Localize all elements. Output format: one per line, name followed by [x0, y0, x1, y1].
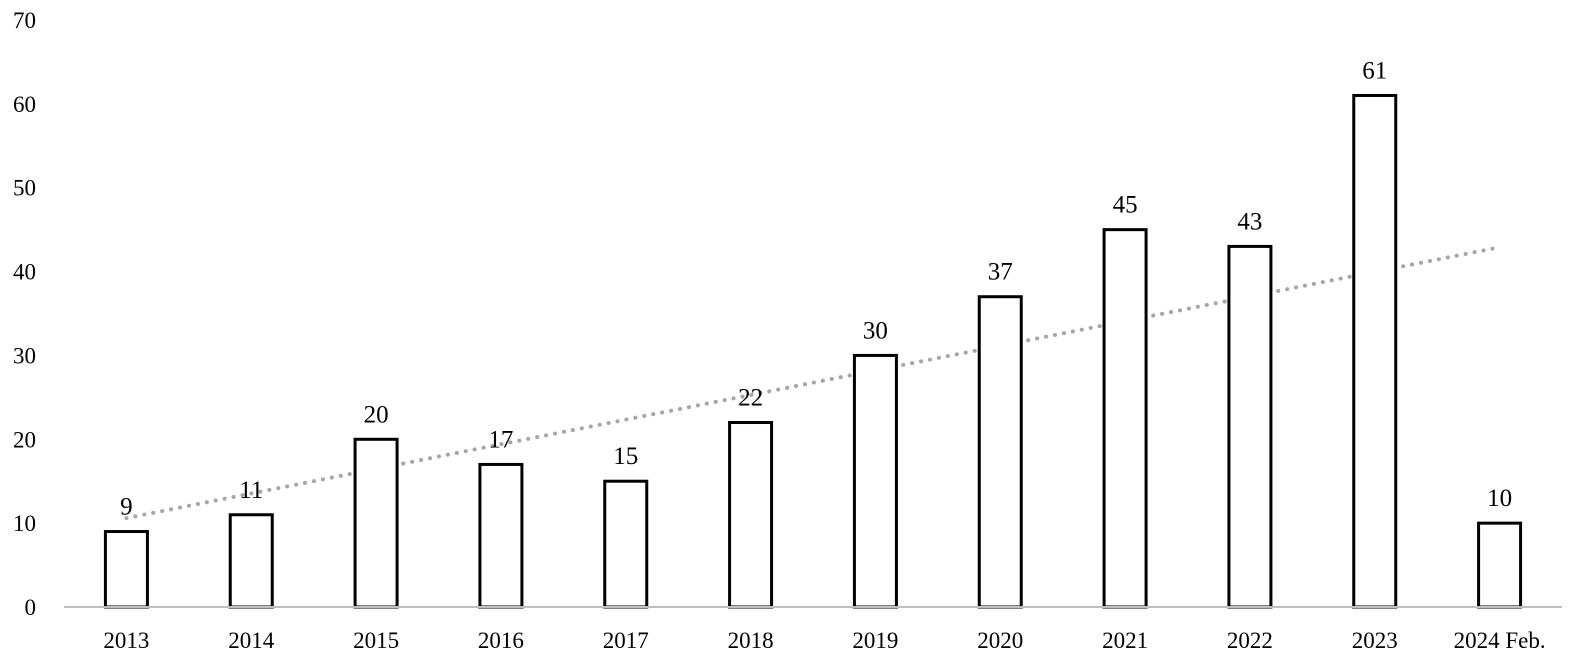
bar [1227, 244, 1273, 609]
bar [852, 353, 898, 609]
bar [103, 530, 149, 609]
bar [603, 479, 649, 609]
bar [478, 462, 524, 609]
x-tick-label: 2018 [728, 628, 774, 653]
bar [353, 437, 399, 609]
data-label: 10 [1487, 485, 1512, 512]
y-tick-label: 10 [13, 511, 36, 536]
data-label: 30 [863, 317, 888, 344]
data-labels-group: 9 11 20 17 15 22 30 37 45 43 61 10 [120, 57, 1512, 520]
trendline-group [124, 245, 1502, 521]
bar [1477, 521, 1523, 609]
x-tick-label: 2013 [103, 628, 149, 653]
bar [977, 295, 1023, 609]
y-tick-label: 30 [13, 343, 36, 368]
x-tick-label: 2016 [478, 628, 524, 653]
bar [1352, 93, 1398, 609]
bar [728, 421, 774, 609]
trendline [124, 245, 1502, 521]
x-tick-label: 2019 [852, 628, 898, 653]
x-tick-label: 2021 [1102, 628, 1148, 653]
x-tick-label: 2014 [228, 628, 275, 653]
data-label: 17 [488, 426, 513, 453]
data-label: 22 [738, 385, 763, 412]
x-tick-label: 2024 Feb. [1454, 628, 1546, 653]
x-tick-label: 2015 [353, 628, 399, 653]
bar [228, 513, 274, 609]
data-label: 11 [239, 477, 263, 504]
y-axis-tick-labels: 0 10 20 30 40 50 60 70 [13, 8, 36, 620]
data-label: 61 [1362, 57, 1387, 84]
data-label: 15 [613, 443, 638, 470]
x-tick-label: 2017 [603, 628, 649, 653]
x-tick-label: 2023 [1352, 628, 1398, 653]
data-label: 9 [120, 494, 133, 521]
y-tick-label: 60 [13, 92, 36, 117]
x-tick-label: 2022 [1227, 628, 1273, 653]
data-label: 20 [364, 401, 389, 428]
bars-group [103, 93, 1523, 609]
y-tick-label: 70 [13, 8, 36, 33]
x-axis-category-labels: 2013 2014 2015 2016 2017 2018 2019 2020 2021 2022… [103, 628, 1545, 653]
data-label: 45 [1113, 192, 1138, 219]
data-label: 37 [988, 259, 1013, 286]
y-tick-label: 20 [13, 427, 36, 452]
y-tick-label: 50 [13, 176, 36, 201]
x-tick-label: 2020 [977, 628, 1023, 653]
y-tick-label: 40 [13, 260, 36, 285]
y-tick-label: 0 [25, 595, 37, 620]
bar [1102, 228, 1148, 609]
data-label: 43 [1237, 208, 1262, 235]
